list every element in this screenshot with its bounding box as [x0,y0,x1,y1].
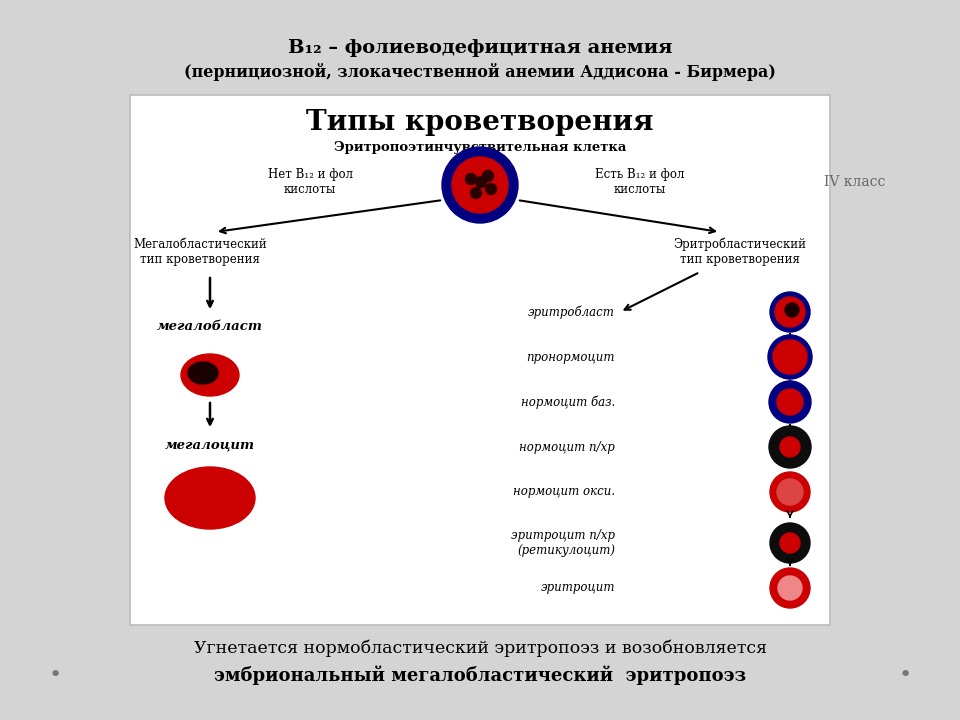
Circle shape [775,297,805,327]
Text: •: • [48,665,61,685]
Circle shape [768,335,812,379]
Circle shape [770,292,810,332]
Text: Мегалобластический
тип кроветворения: Мегалобластический тип кроветворения [133,238,267,266]
Text: нормоцит окси.: нормоцит окси. [513,485,615,498]
Text: нормоцит п/хр: нормоцит п/хр [519,441,615,454]
Text: мегалобласт: мегалобласт [157,320,263,333]
Text: Типы кроветворения: Типы кроветворения [306,109,654,135]
Text: эмбриональный мегалобластический  эритропоэз: эмбриональный мегалобластический эритроп… [214,665,746,685]
Circle shape [475,176,487,187]
Circle shape [769,381,811,423]
Text: •: • [899,665,912,685]
Ellipse shape [181,354,239,396]
Circle shape [769,426,811,468]
Ellipse shape [188,362,218,384]
Circle shape [483,171,493,181]
Circle shape [442,147,518,223]
Text: Эритропоэтинчувствительная клетка: Эритропоэтинчувствительная клетка [334,140,626,153]
Text: B₁₂ – фолиеводефицитная анемия: B₁₂ – фолиеводефицитная анемия [288,39,672,57]
Circle shape [780,533,800,553]
Circle shape [466,174,476,184]
Text: Нет B₁₂ и фол
кислоты: Нет B₁₂ и фол кислоты [268,168,352,196]
Circle shape [777,389,803,415]
Circle shape [785,303,799,317]
Text: Эритробластический
тип кроветворения: Эритробластический тип кроветворения [674,238,806,266]
Text: эритробласт: эритробласт [528,305,615,319]
FancyBboxPatch shape [130,95,830,625]
Circle shape [452,157,508,213]
Text: нормоцит баз.: нормоцит баз. [520,395,615,409]
Text: эритроцит п/хр
(ретикулоцит): эритроцит п/хр (ретикулоцит) [511,529,615,557]
Text: IV класс: IV класс [825,175,886,189]
Ellipse shape [165,467,255,529]
Text: мегалоцит: мегалоцит [165,438,255,451]
Circle shape [770,523,810,563]
Circle shape [773,340,807,374]
Text: Угнетается нормобластический эритропоэз и возобновляется: Угнетается нормобластический эритропоэз … [194,639,766,657]
Circle shape [778,576,802,600]
Text: эритроцит: эритроцит [540,582,615,595]
Text: (пернициозной, злокачественной анемии Аддисона - Бирмера): (пернициозной, злокачественной анемии Ад… [184,63,776,81]
Circle shape [486,184,496,194]
Circle shape [777,479,803,505]
Text: Есть B₁₂ и фол
кислоты: Есть B₁₂ и фол кислоты [595,168,684,196]
Circle shape [470,187,482,199]
Circle shape [770,568,810,608]
Text: пронормоцит: пронормоцит [526,351,615,364]
Circle shape [770,472,810,512]
Circle shape [780,437,800,457]
